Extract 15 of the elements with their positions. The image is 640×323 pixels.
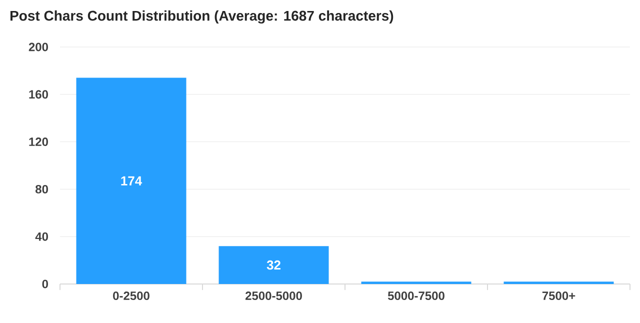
y-tick-label: 0: [42, 280, 48, 288]
data-label: 32: [266, 260, 280, 270]
y-tick-label: 40: [35, 232, 48, 241]
bar: [218, 246, 329, 284]
y-tick-label: 160: [29, 90, 48, 99]
x-tick-label: 0-2500: [113, 292, 150, 300]
y-tick-label: 200: [28, 42, 48, 52]
chart-title: Post Chars Count Distribution (Average: 1687 characters): [10, 10, 394, 24]
x-tick-label: 2500-5000: [245, 292, 302, 300]
data-label: 174: [121, 176, 142, 186]
bar: [76, 78, 186, 284]
x-tick-label: 7500+: [542, 292, 576, 300]
y-tick-label: 120: [29, 138, 48, 146]
y-tick-label: 80: [36, 184, 48, 194]
x-tick-label: 5000-7500: [388, 292, 444, 300]
